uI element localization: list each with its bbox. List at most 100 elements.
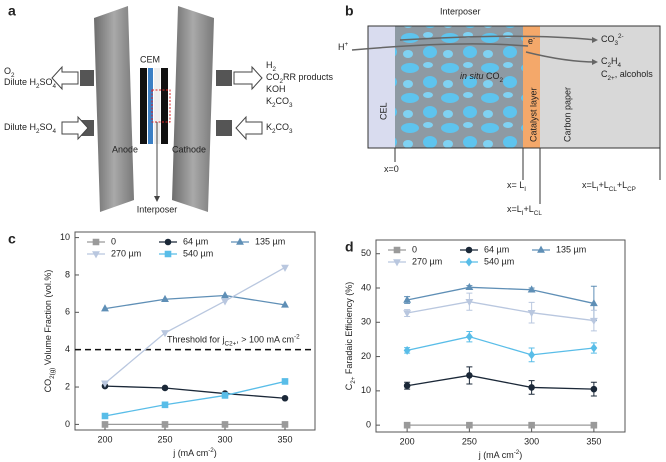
text-part: H	[338, 42, 345, 52]
marker	[403, 421, 411, 429]
text-part: CP	[627, 186, 636, 193]
label: CEM	[140, 54, 160, 64]
text-part: e	[528, 36, 533, 46]
label: C2H4	[601, 56, 622, 69]
text-part: C	[601, 69, 608, 79]
flow	[399, 35, 597, 41]
plot-frame	[375, 239, 626, 433]
text-part: 3	[289, 102, 293, 109]
text-part: )	[519, 450, 522, 460]
text-part: 3	[615, 40, 619, 47]
label: CEL	[378, 102, 388, 120]
x-tick-label: 350	[586, 436, 601, 446]
text-part: Dilute H	[4, 122, 36, 132]
legend-label: 0	[412, 244, 417, 254]
y-tick-label: 6	[65, 307, 70, 317]
diagram-b: b Interposer H+ CO32- C2H4 C2+, alcohols…	[338, 3, 661, 217]
marker	[281, 421, 289, 428]
pipe	[80, 70, 94, 86]
text-part: Volume Fraction (vol.%)	[43, 270, 53, 368]
y-axis-label: C2+ Faradaic Efficiency (%)	[344, 282, 357, 391]
arrow-head	[592, 37, 598, 43]
series-line	[407, 374, 594, 390]
text-part: 2	[500, 77, 504, 84]
text-part: Faradaic Efficiency (%)	[344, 282, 354, 377]
marker	[590, 343, 598, 353]
label: KOH	[266, 84, 286, 94]
legend-label: 135 µm	[255, 236, 285, 246]
legend-label: 540 µm	[183, 248, 213, 258]
x-axis-label: j (mA cm-2)	[478, 449, 523, 460]
text-part: K	[266, 122, 272, 132]
text-part: CO	[276, 122, 290, 132]
interposer-layer	[395, 26, 523, 148]
text-part: SO	[40, 77, 53, 87]
pipe	[216, 120, 232, 136]
text-part: -2	[294, 334, 300, 341]
y-tick-label: 0	[366, 420, 371, 430]
anode-plate	[94, 6, 134, 212]
y-tick-label: 10	[361, 385, 371, 395]
interposer-layer	[154, 68, 160, 144]
y-tick-label: 50	[361, 248, 371, 258]
text-part: SO	[40, 122, 53, 132]
series-line	[406, 286, 595, 305]
marker	[221, 291, 229, 299]
legend-label: 64 µm	[183, 236, 208, 246]
legend-label: 135 µm	[556, 244, 586, 254]
marker	[403, 382, 411, 390]
text-part: RR products	[283, 72, 334, 82]
marker	[403, 295, 412, 303]
marker	[161, 294, 169, 302]
marker	[465, 246, 473, 254]
text-part: 2	[608, 62, 612, 69]
frame	[367, 25, 661, 149]
marker	[393, 259, 401, 267]
text-part: x=L	[507, 204, 522, 214]
text-part: CO	[266, 72, 280, 82]
y-tick-label: 2	[65, 381, 70, 391]
marker	[281, 378, 289, 385]
text-part: CO	[276, 96, 290, 106]
x-tick-label: 300	[524, 436, 539, 446]
pipe	[216, 70, 232, 86]
text-part: K	[266, 96, 272, 106]
text-part: CL	[534, 210, 543, 217]
marker	[161, 401, 169, 409]
marker	[589, 299, 598, 307]
series-line	[104, 294, 286, 310]
y-axis-label: CO2(g) Volume Fraction (vol.%)	[43, 270, 56, 393]
text-part: I	[597, 186, 599, 193]
y-tick-label: 10	[60, 232, 70, 242]
text-part: j (mA cm	[478, 450, 514, 460]
marker	[221, 392, 229, 399]
diagram-a: a CEM Anode Cathode Interposer O2 Dilute…	[4, 3, 334, 215]
cel-layer	[368, 26, 395, 148]
y-tick-label: 40	[361, 282, 371, 292]
text-part: 4	[53, 83, 57, 90]
marker	[528, 350, 536, 360]
text-part: 2	[11, 72, 15, 79]
marker	[537, 245, 545, 253]
text-part: O	[4, 66, 11, 76]
arrow	[235, 115, 263, 141]
label: CO2RR products	[266, 72, 334, 85]
membrane	[148, 68, 153, 144]
marker	[465, 282, 474, 291]
arrow	[233, 65, 263, 91]
label: in situ CO2	[460, 71, 504, 84]
legend-label: 64 µm	[484, 244, 509, 254]
marker	[92, 251, 100, 259]
text-part: 2	[36, 128, 40, 135]
text-part: C2+	[225, 341, 237, 348]
marker	[403, 345, 411, 355]
legend-label: 270 µm	[111, 248, 141, 258]
marker	[466, 372, 473, 379]
text-part: , alcohols	[615, 69, 654, 79]
marker	[589, 317, 598, 325]
text-part: CO	[43, 379, 53, 393]
label: x=LI+LCL	[507, 204, 542, 217]
series-line	[104, 385, 286, 399]
marker	[281, 300, 289, 308]
anode-layer	[140, 68, 147, 144]
